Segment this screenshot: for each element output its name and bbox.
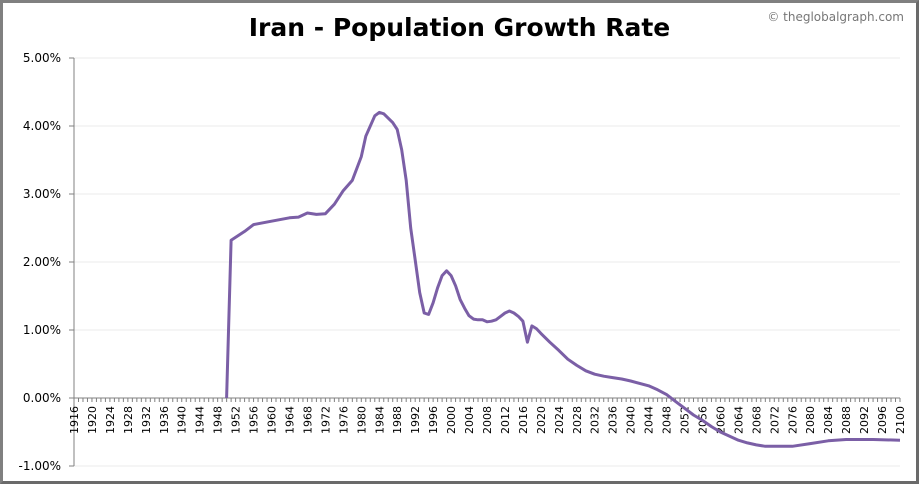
x-tick-label: 2044 [643,406,656,434]
x-tick-label: 2000 [445,406,458,434]
x-tick-label: 2088 [840,406,853,434]
x-tick-label: 2068 [750,406,763,434]
x-tick-label: 1984 [373,406,386,434]
x-tick-label: 2080 [804,406,817,434]
x-tick-label: 2096 [876,406,889,434]
x-tick-label: 2060 [714,406,727,434]
x-tick-label: 1988 [391,406,404,434]
y-tick-label: 5.00% [23,51,61,65]
y-tick-label: 4.00% [23,119,61,133]
x-tick-label: 2040 [625,406,638,434]
x-tick-label: 2092 [858,406,871,434]
y-tick-label: 2.00% [23,255,61,269]
x-tick-label: 2028 [571,406,584,434]
x-tick-label: 1932 [140,406,153,434]
x-tick-label: 2004 [463,406,476,434]
x-tick-label: 1952 [230,406,243,434]
x-tick-label: 1996 [427,406,440,434]
x-tick-label: 2024 [553,406,566,434]
credit-text: © theglobalgraph.com [767,10,904,24]
x-tick-label: 2012 [499,406,512,434]
x-tick-label: 2032 [589,406,602,434]
x-tick-label: 2008 [481,406,494,434]
y-tick-label: 1.00% [23,323,61,337]
x-tick-label: 1920 [86,406,99,434]
y-tick-label: -1.00% [19,459,61,473]
y-tick-label: 3.00% [23,187,61,201]
x-tick-label: 1968 [301,406,314,434]
x-tick-label: 2084 [822,406,835,434]
x-tick-label: 1976 [337,406,350,434]
x-tick-label: 2064 [732,406,745,434]
x-tick-label: 1928 [122,406,135,434]
x-tick-label: 1944 [194,406,207,434]
x-tick-label: 1916 [68,406,81,434]
x-tick-label: 1964 [283,406,296,434]
x-tick-label: 1960 [266,406,279,434]
x-tick-label: 2076 [786,406,799,434]
y-tick-label: 0.00% [23,391,61,405]
x-tick-label: 1972 [319,406,332,434]
x-tick-label: 1992 [409,406,422,434]
x-tick-label: 1980 [355,406,368,434]
x-tick-label: 2072 [768,406,781,434]
x-tick-label: 2052 [679,406,692,434]
x-tick-label: 2100 [894,406,907,434]
x-tick-label: 2048 [661,406,674,434]
x-tick-label: 2036 [607,406,620,434]
x-tick-label: 1936 [158,406,171,434]
chart-title: Iran - Population Growth Rate [248,13,671,42]
x-tick-label: 1948 [212,406,225,434]
series-line [225,110,901,448]
x-tick-label: 1924 [104,406,117,434]
x-tick-label: 2016 [517,406,530,434]
x-tick-label: 1940 [176,406,189,434]
x-tick-label: 2020 [535,406,548,434]
x-tick-label: 1956 [248,406,261,434]
